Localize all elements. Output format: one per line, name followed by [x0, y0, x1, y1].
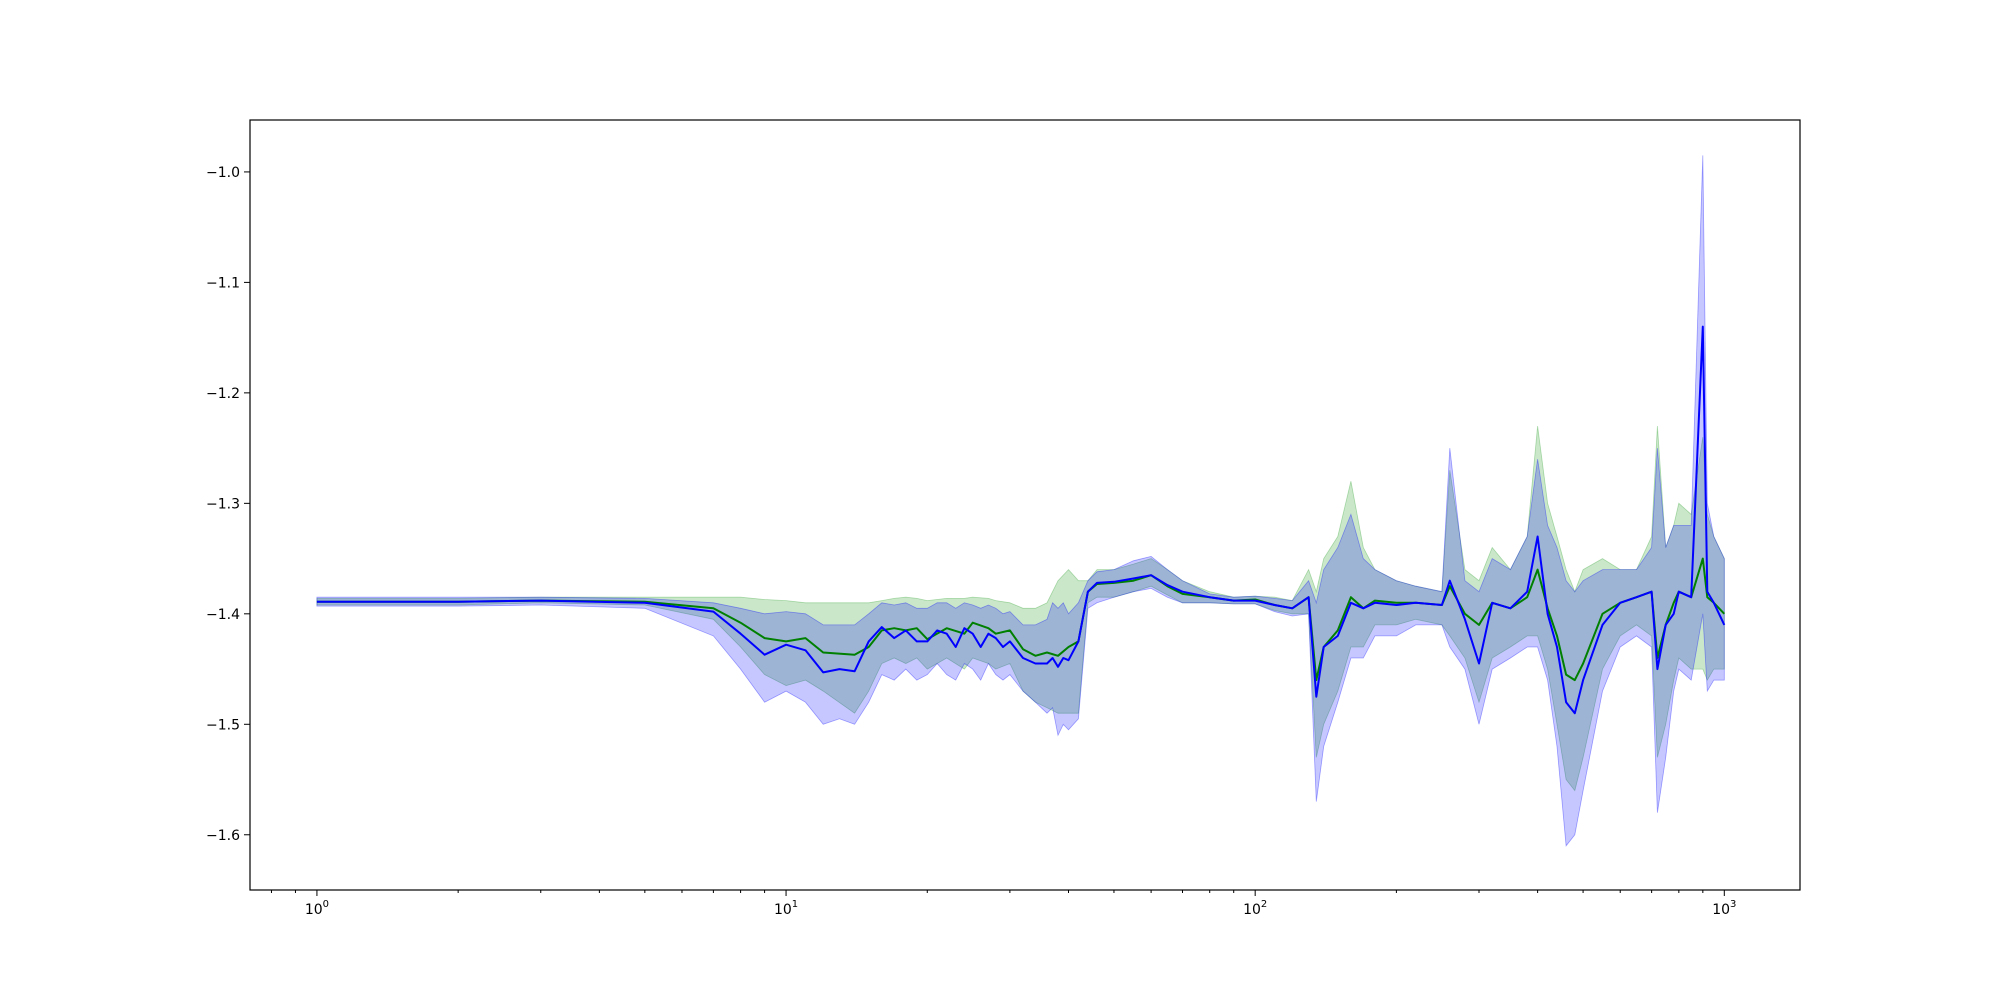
series-line-2: [316, 325, 1726, 715]
x-axis: 100 101 102 103: [270, 890, 1736, 918]
y-tick-label: −1.0: [206, 165, 240, 181]
plot-area-frame: [249, 119, 1801, 891]
confidence-bands: [316, 155, 1725, 847]
x-tick-label: 102: [1243, 899, 1267, 918]
y-tick-label: −1.4: [206, 607, 240, 623]
x-tick-label: 101: [774, 899, 798, 918]
x-tick-label: 103: [1712, 899, 1736, 918]
x-tick-label: 100: [305, 899, 329, 918]
confidence-band-1: [316, 425, 1725, 792]
y-tick-label: −1.5: [206, 717, 240, 733]
y-axis: −1.0 −1.1 −1.2 −1.3 −1.4 −1.5 −1.6: [206, 165, 250, 844]
y-tick-label: −1.6: [206, 828, 240, 844]
y-tick-label: −1.3: [206, 496, 240, 512]
y-tick-label: −1.1: [206, 275, 240, 291]
series-lines: [316, 325, 1726, 715]
y-tick-label: −1.2: [206, 386, 240, 402]
confidence-band-2: [316, 155, 1725, 847]
